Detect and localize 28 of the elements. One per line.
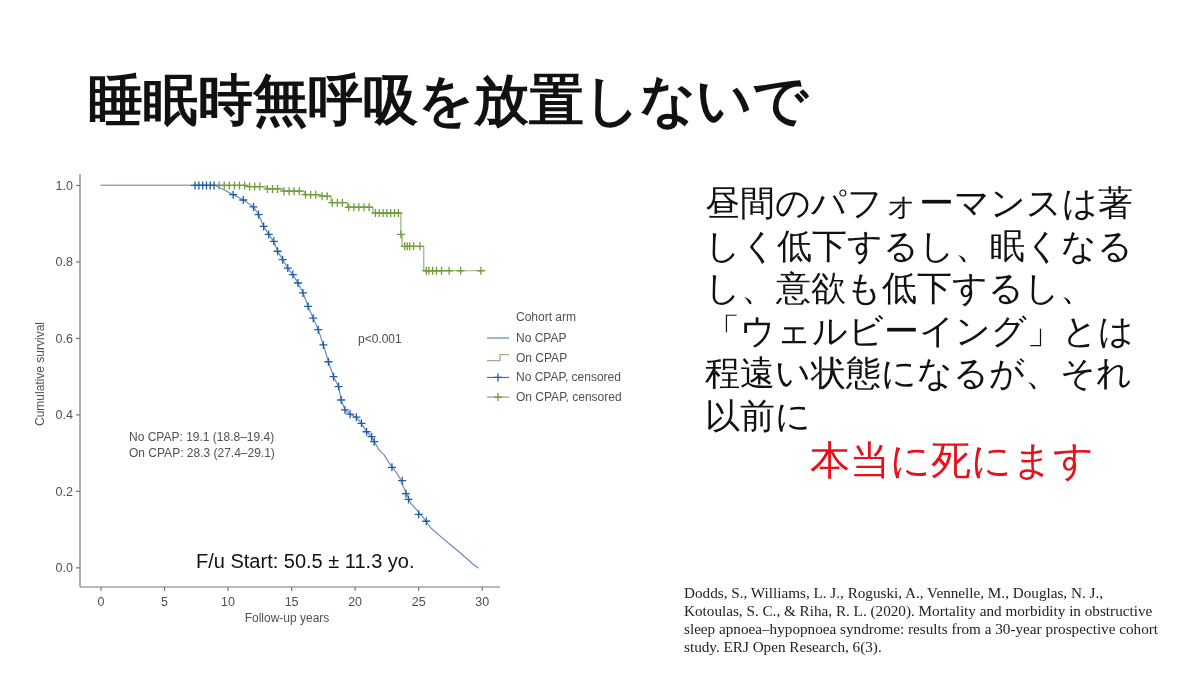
legend-label: On CPAP xyxy=(516,350,568,365)
annotation: 昼間のパフォーマンスは著しく低下するし、眠くなるし、意欲も低下するし、「ウェルビーイング」とは程遠い状態になるが、それ以前に xyxy=(705,184,1134,436)
y-tick-label: 1.0 xyxy=(55,178,73,193)
legend-label: No CPAP xyxy=(516,331,567,345)
y-label: Cumulative survival xyxy=(33,322,47,426)
legend-label: On CPAP, censored xyxy=(516,390,622,405)
y-tick-label: 0.8 xyxy=(55,255,73,270)
y-tick-label: 0.2 xyxy=(55,484,73,499)
annotation: 本当に死にます xyxy=(810,438,1094,483)
annotation: Dodds, S., Williams, L. J., Roguski, A., Vennelle, M., Douglas, N. J., Kotoulas, S. C., & Riha, R. L. (2020). Mortality and morbidity in obstructive sleep apnoea–hypopnoea syndrome: results from a 30-year prospective cohort study. ERJ Open Research, 6(3). xyxy=(684,583,1159,656)
legend-label: No CPAP, censored xyxy=(516,370,621,385)
annotation: No CPAP: 19.1 (18.8–19.4) xyxy=(129,430,275,444)
x-tick-label: 0 xyxy=(97,595,105,609)
y-tick-label: 0.4 xyxy=(55,408,73,423)
x-tick-label: 25 xyxy=(411,595,426,609)
annotation: F/u Start: 50.5 ± 11.3 yo. xyxy=(196,550,415,572)
annotation: On CPAP: 28.3 (27.4–29.1) xyxy=(129,446,275,460)
x-tick-label: 30 xyxy=(475,595,490,609)
x-tick-label: 20 xyxy=(348,595,363,609)
x-tick-label: 10 xyxy=(221,595,235,609)
legend-title: Cohort arm xyxy=(516,310,577,324)
title: 睡眠時無呼吸を放置しないで xyxy=(88,70,808,131)
y-tick-label: 0.6 xyxy=(55,331,73,346)
y-tick-label: 0.0 xyxy=(55,561,73,576)
x-label: Follow-up years xyxy=(244,611,330,625)
x-tick-label: 5 xyxy=(161,595,168,609)
annotation: p<0.001 xyxy=(358,332,402,346)
x-tick-label: 15 xyxy=(284,595,299,609)
